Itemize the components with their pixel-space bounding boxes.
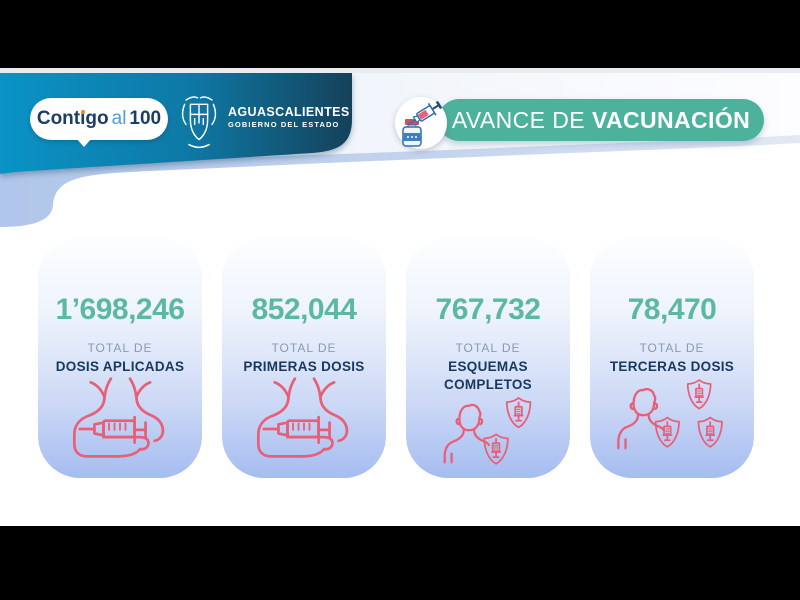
stat-subtitle: TOTAL DE [455,341,521,355]
card-dosis-aplicadas: 1’698,246 TOTAL DE DOSIS APLICADAS [38,237,202,478]
stat-subtitle: TOTAL DE [639,341,705,355]
title-pill: AVANCE DE VACUNACIÓN [438,99,764,141]
stat-value: 1’698,246 [55,293,185,326]
syringe-icon [408,100,443,125]
slide-top-strip [0,68,800,73]
contigo-letter-i: ı [80,108,86,129]
stat-label: DOSIS APLICADAS [55,359,185,374]
stat-label: TERCERAS DOSIS [609,359,735,374]
stat-value: 767,732 [435,293,541,326]
syringe-vial-icon [402,100,443,147]
arm-syringe-icon [249,376,359,460]
stat-value: 852,044 [251,293,357,326]
stat-label: ESQUEMAS COMPLETOS [444,359,532,392]
person-two-shields-icon [436,393,540,471]
orange-dot-icon [81,110,85,114]
swoosh-stripe [0,135,800,227]
vial-icon [402,119,422,147]
stat-subtitle: TOTAL DE [87,341,153,355]
stat-subtitle: TOTAL DE [271,341,337,355]
state-name: AGUASCALIENTES [228,105,350,119]
vaccination-slide: Cont ı go al 100 AGUASCALIENTES GOBIERNO DEL… [0,68,800,526]
stat-value: 78,470 [627,293,717,326]
card-terceras-dosis: 78,470 TOTAL DE TERCERAS DOSIS [590,237,754,478]
stat-cards-row: 1’698,246 TOTAL DE DOSIS APLICADAS 852,0… [38,237,754,478]
bottom-letterbox [0,526,800,600]
government-wordmark: AGUASCALIENTES GOBIERNO DEL ESTADO [228,105,350,129]
arm-syringe-icon [65,376,175,460]
contigo-text-post: go [85,108,109,129]
vaccine-badge [395,97,447,149]
contigo-text-al: al [111,108,127,129]
government-subtitle: GOBIERNO DEL ESTADO [228,119,340,129]
contigo-text-pre: Cont [36,108,81,129]
contigo-text-100: 100 [129,108,162,129]
stat-label: PRIMERAS DOSIS [243,359,365,374]
state-crest-icon [181,96,217,148]
title-bold-text: VACUNACIÓN [591,106,751,133]
title-light-text: AVANCE DE [451,106,585,133]
contigo-logo: Cont ı go al 100 [30,98,168,147]
top-letterbox [0,0,800,68]
person-three-shields-icon [613,378,731,456]
card-primeras-dosis: 852,044 TOTAL DE PRIMERAS DOSIS [222,237,386,478]
card-esquemas-completos: 767,732 TOTAL DE ESQUEMAS COMPLETOS [406,237,570,478]
